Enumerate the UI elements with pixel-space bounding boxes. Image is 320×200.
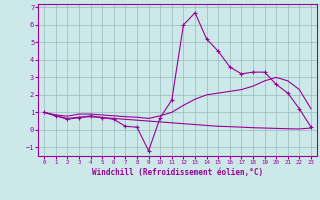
- X-axis label: Windchill (Refroidissement éolien,°C): Windchill (Refroidissement éolien,°C): [92, 168, 263, 177]
